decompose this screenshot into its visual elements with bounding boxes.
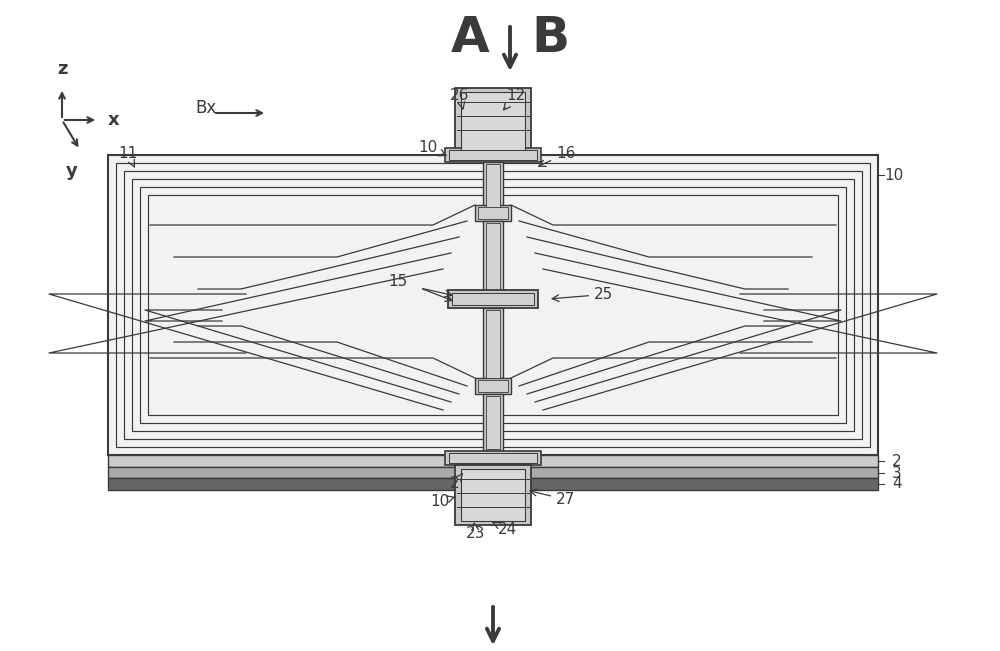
Bar [108,155,878,455]
Bar [445,451,541,465]
Bar [483,162,503,210]
Bar [108,478,878,490]
Bar [483,308,503,378]
Text: 10: 10 [418,140,446,156]
Text: 15: 15 [389,275,408,290]
Text: z: z [57,60,67,78]
Bar [116,163,870,447]
Text: 25: 25 [552,287,613,302]
Bar [452,293,534,305]
Bar [449,453,537,463]
Text: 3: 3 [892,465,902,480]
Bar [461,92,525,152]
Bar [475,378,511,394]
Bar [486,223,500,291]
Text: 4: 4 [892,477,902,492]
Bar [478,207,508,219]
Bar [461,469,525,521]
Text: B: B [531,14,569,62]
Bar [486,164,500,210]
Text: Bx: Bx [195,99,216,117]
Bar [478,380,508,392]
Bar [475,205,511,221]
Text: 2: 2 [450,474,463,491]
Bar [486,310,500,378]
Bar [445,148,541,162]
Text: 26: 26 [450,88,469,109]
Bar [455,88,531,156]
Bar [148,195,838,415]
Bar [455,465,531,525]
Text: 27: 27 [530,490,575,507]
Bar [486,396,500,449]
Text: y: y [66,162,78,180]
Text: 24: 24 [493,522,517,537]
Bar [124,171,862,439]
Text: 10: 10 [884,167,903,182]
Text: 11: 11 [118,146,137,167]
Text: 23: 23 [466,523,485,541]
Bar [483,221,503,291]
Text: 2: 2 [892,454,902,469]
Bar [132,179,854,431]
Text: 10: 10 [430,494,455,509]
Text: A: A [451,14,489,62]
Bar [108,467,878,478]
Text: 16: 16 [539,146,575,167]
Text: 12: 12 [504,88,525,110]
Bar [449,150,537,160]
Bar [448,290,538,308]
Text: x: x [108,111,120,129]
Bar [483,394,503,451]
Bar [108,455,878,467]
Bar [140,187,846,423]
